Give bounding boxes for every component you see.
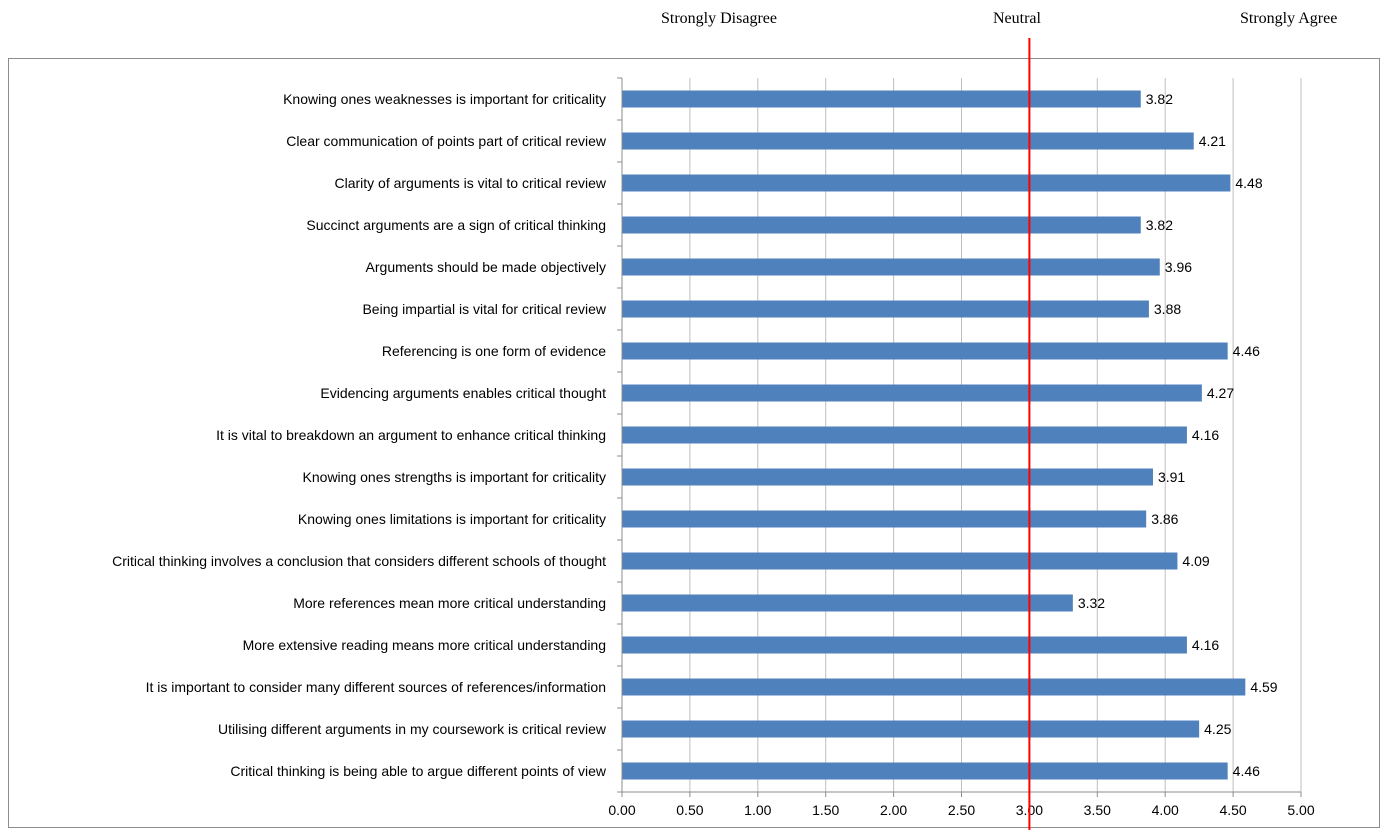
category-label: It is important to consider many differe…: [146, 679, 606, 695]
value-label: 4.46: [1233, 763, 1260, 779]
category-label: Critical thinking involves a conclusion …: [112, 553, 606, 569]
category-label: Utilising different arguments in my cour…: [218, 721, 607, 737]
neutral-label: Neutral: [993, 10, 1041, 27]
bar: [622, 510, 1147, 528]
value-label: 4.16: [1192, 637, 1219, 653]
x-tick-label: 0.50: [676, 802, 703, 818]
x-tick-label: 2.00: [880, 802, 907, 818]
category-label: Clarity of arguments is vital to critica…: [334, 175, 606, 191]
value-label: 4.46: [1233, 343, 1260, 359]
value-label: 3.86: [1151, 511, 1178, 527]
category-label: Knowing ones strengths is important for …: [303, 469, 606, 485]
category-label: Arguments should be made objectively: [366, 259, 606, 275]
category-label: Clear communication of points part of cr…: [286, 133, 607, 149]
value-label: 3.88: [1154, 301, 1181, 317]
bar: [622, 132, 1194, 150]
x-tick-label: 2.50: [948, 802, 975, 818]
category-label: More extensive reading means more critic…: [243, 637, 606, 653]
value-label: 3.96: [1165, 259, 1192, 275]
bar: [622, 468, 1153, 486]
value-label: 4.21: [1199, 133, 1226, 149]
category-label: It is vital to breakdown an argument to …: [216, 427, 606, 443]
bar: [622, 300, 1149, 318]
bar: [622, 342, 1228, 360]
bar: [622, 258, 1160, 276]
category-label: More references mean more critical under…: [293, 595, 606, 611]
x-tick-label: 4.50: [1219, 802, 1246, 818]
value-label: 4.09: [1182, 553, 1209, 569]
value-label: 3.91: [1158, 469, 1185, 485]
category-label: Evidencing arguments enables critical th…: [320, 385, 606, 401]
bar: [622, 594, 1073, 612]
x-tick-label: 1.00: [744, 802, 771, 818]
bar: [622, 174, 1231, 192]
bar: [622, 384, 1202, 402]
bar: [622, 678, 1246, 696]
bar: [622, 426, 1187, 444]
category-label: Being impartial is vital for critical re…: [362, 301, 606, 317]
bars: [622, 90, 1246, 780]
chart-area: [8, 58, 1380, 828]
category-label: Referencing is one form of evidence: [382, 343, 606, 359]
x-tick-label: 4.00: [1152, 802, 1179, 818]
bar: [622, 216, 1141, 234]
category-label: Knowing ones weaknesses is important for…: [283, 91, 606, 107]
bar: [622, 636, 1187, 654]
value-label: 4.59: [1250, 679, 1277, 695]
category-label: Knowing ones limitations is important fo…: [298, 511, 606, 527]
bar: [622, 720, 1200, 738]
x-tick-label: 3.50: [1084, 802, 1111, 818]
strongly-agree-label: Strongly Agree: [1240, 10, 1338, 27]
x-tick-label: 1.50: [812, 802, 839, 818]
x-tick-label: 0.00: [608, 802, 635, 818]
value-label: 3.32: [1078, 595, 1105, 611]
x-tick-label: 5.00: [1287, 802, 1314, 818]
value-label: 4.25: [1204, 721, 1231, 737]
value-label: 4.48: [1235, 175, 1262, 191]
value-label: 3.82: [1146, 91, 1173, 107]
strongly-disagree-label: Strongly Disagree: [661, 10, 777, 27]
category-label: Critical thinking is being able to argue…: [230, 763, 607, 779]
bar: [622, 762, 1228, 780]
value-label: 4.16: [1192, 427, 1219, 443]
value-label: 4.27: [1207, 385, 1234, 401]
bar: [622, 90, 1141, 108]
labels: 0.000.501.001.502.002.503.003.504.004.50…: [112, 91, 1315, 818]
bar: [622, 552, 1178, 570]
value-label: 3.82: [1146, 217, 1173, 233]
category-label: Succinct arguments are a sign of critica…: [306, 217, 606, 233]
